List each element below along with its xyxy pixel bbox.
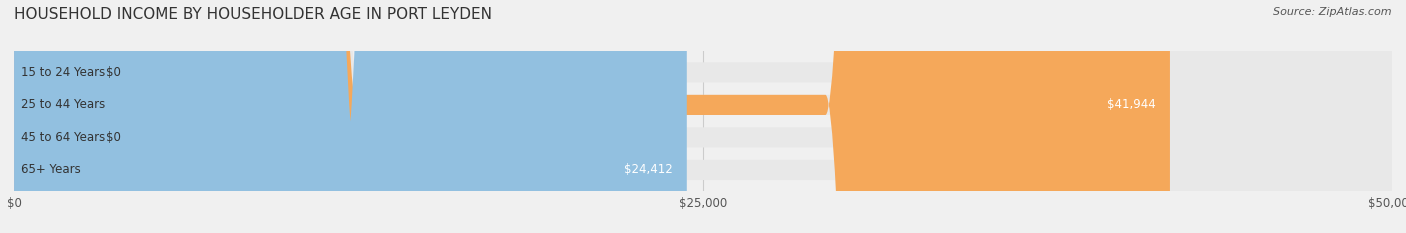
Text: 15 to 24 Years: 15 to 24 Years xyxy=(21,66,105,79)
FancyBboxPatch shape xyxy=(14,0,1392,233)
Text: $0: $0 xyxy=(107,131,121,144)
FancyBboxPatch shape xyxy=(14,0,1392,233)
Text: 25 to 44 Years: 25 to 44 Years xyxy=(21,98,105,111)
Text: HOUSEHOLD INCOME BY HOUSEHOLDER AGE IN PORT LEYDEN: HOUSEHOLD INCOME BY HOUSEHOLDER AGE IN P… xyxy=(14,7,492,22)
FancyBboxPatch shape xyxy=(14,0,1170,233)
Text: 65+ Years: 65+ Years xyxy=(21,163,80,176)
FancyBboxPatch shape xyxy=(0,0,180,233)
FancyBboxPatch shape xyxy=(14,0,686,233)
FancyBboxPatch shape xyxy=(14,0,1392,233)
FancyBboxPatch shape xyxy=(14,0,1392,233)
Text: $24,412: $24,412 xyxy=(624,163,673,176)
Text: $41,944: $41,944 xyxy=(1108,98,1156,111)
Text: 45 to 64 Years: 45 to 64 Years xyxy=(21,131,105,144)
Text: Source: ZipAtlas.com: Source: ZipAtlas.com xyxy=(1274,7,1392,17)
Text: $0: $0 xyxy=(107,66,121,79)
FancyBboxPatch shape xyxy=(0,0,180,233)
